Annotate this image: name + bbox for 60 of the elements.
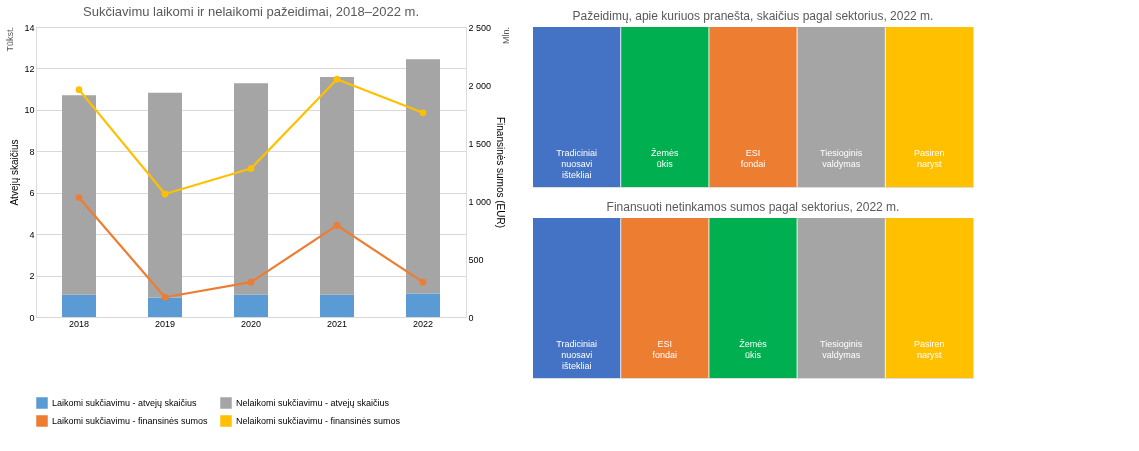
y-axis-title: Atvejų skaičius — [9, 139, 21, 206]
x-tick-label: 2019 — [154, 318, 176, 329]
chart-title: Sukčiavimu laikomi ir nelaikomi pažeidimai, 2018–2022 m. — [83, 4, 419, 19]
y-tick-label: 10 — [24, 105, 35, 116]
text: Pažeidimų, apie kuriuos pranešta, skaičius pagal sektorius, 2022 m. — [572, 9, 934, 23]
category-label: Tiesioginis valdymas — [820, 148, 863, 169]
y-tick-label: 4 — [29, 229, 35, 240]
bar — [406, 59, 440, 294]
category-label: Tradiciniai nuosavi ištekliai — [556, 148, 597, 180]
y-tick-label: 0 — [29, 312, 35, 323]
category-label: Tradiciniai nuosavi ištekliai — [556, 339, 597, 371]
legend-label: Nelaikomi sukčiavimu - atvejų skaičius — [236, 398, 390, 408]
text: Tūkst. — [5, 27, 15, 52]
y2-tick-label: 2 500 — [468, 22, 492, 33]
point — [333, 75, 341, 83]
point — [247, 278, 255, 286]
bar — [320, 294, 354, 317]
text: Finansuoti netinkamos sumos pagal sektorius, 2022 m. — [606, 200, 900, 214]
y-tick-label: 8 — [29, 146, 35, 157]
category-label: Pasiren naryst — [914, 339, 945, 360]
bar — [148, 92, 182, 298]
category-label: ESI fondai — [740, 148, 766, 169]
category-label: ESI fondai — [652, 339, 678, 360]
bar — [406, 293, 440, 317]
legend-label: Nelaikomi sukčiavimu - finansinės sumos — [236, 416, 401, 426]
y2-tick-label: 500 — [468, 254, 484, 265]
y-tick-label: 14 — [24, 22, 35, 33]
bar — [62, 95, 96, 295]
bar — [62, 294, 96, 317]
x-tick-label: 2018 — [68, 318, 90, 329]
y2-tick-label: 2 000 — [468, 80, 492, 91]
point — [161, 293, 169, 301]
y-tick-label: 12 — [24, 63, 35, 74]
x-tick-label: 2020 — [240, 318, 262, 329]
point — [75, 86, 83, 93]
bar — [320, 76, 354, 295]
text: Mln. — [501, 27, 511, 45]
x-tick-label: 2022 — [412, 318, 434, 329]
y-tick-label: 6 — [29, 188, 35, 199]
point — [247, 165, 255, 172]
point — [419, 278, 427, 286]
category-label: Tiesioginis valdymas — [820, 339, 863, 360]
bar — [148, 297, 182, 317]
legend-label: Laikomi sukčiavimu - finansinės sumos — [52, 416, 209, 426]
bar — [234, 83, 268, 295]
point — [333, 222, 341, 229]
bar — [234, 294, 268, 317]
y2-tick-label: 0 — [468, 312, 474, 323]
point — [75, 194, 83, 201]
y2-axis-title: Finansinės sumos (EUR) — [495, 116, 507, 229]
category-label: Žemės ūkis — [651, 148, 680, 169]
legend-label: Laikomi sukčiavimu - atvejų skaičius — [52, 398, 198, 408]
point — [161, 190, 169, 198]
category-label: Žemės ūkis — [739, 339, 768, 360]
x-tick-label: 2021 — [326, 318, 348, 329]
y2-tick-label: 1 500 — [468, 138, 492, 149]
point — [419, 109, 427, 117]
y2-tick-label: 1 000 — [468, 196, 492, 207]
category-label: Pasiren naryst — [914, 148, 945, 169]
y-tick-label: 2 — [29, 271, 35, 282]
